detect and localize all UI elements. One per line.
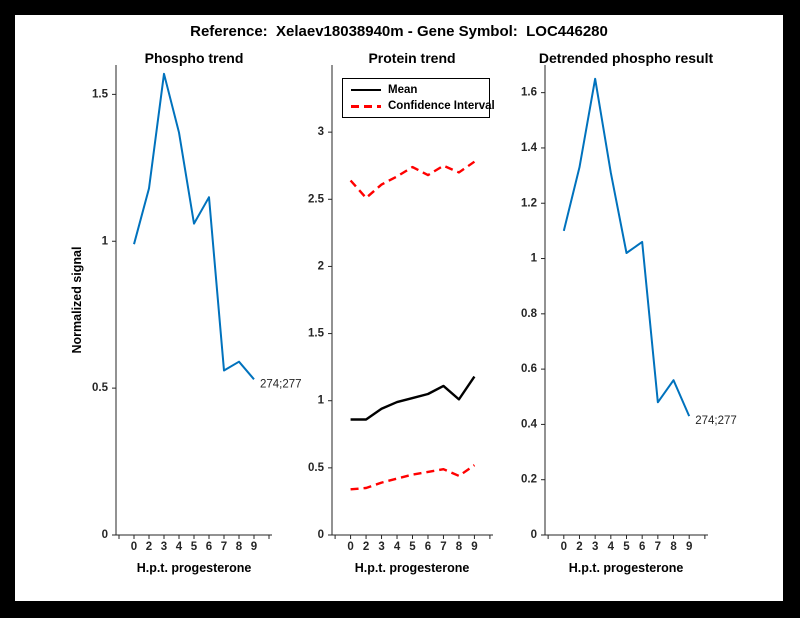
- y-tick-label: 2.5: [308, 193, 325, 205]
- y-tick-label: 0.5: [92, 382, 109, 394]
- x-tick-label: 2: [146, 541, 152, 553]
- x-tick-label: 8: [670, 541, 677, 553]
- legend-ci-label: Confidence Interval: [388, 100, 495, 112]
- series-detrended-phospho-signal: [562, 77, 691, 417]
- series-phospho-signal: [133, 72, 255, 380]
- x-tick-label: 4: [608, 541, 615, 553]
- ci-dashed-line-swatch: [351, 104, 381, 108]
- y-tick-label: 1.6: [521, 87, 537, 99]
- x-tick-label: 2: [576, 541, 582, 553]
- y-tick-label: 0.2: [521, 474, 537, 486]
- x-tick-label: 4: [176, 541, 183, 553]
- point-id-annotation: 274;277: [260, 378, 302, 390]
- plot2-xlabel: H.p.t. progesterone: [354, 561, 470, 575]
- legend-row-mean: Mean: [351, 84, 480, 96]
- x-tick-label: 3: [161, 541, 167, 553]
- y-tick-label: 3: [318, 126, 324, 138]
- x-tick-label: 6: [639, 541, 645, 553]
- x-tick-label: 0: [131, 541, 137, 553]
- plot1-title: Phospho trend: [144, 50, 244, 66]
- x-tick-label: 7: [440, 541, 446, 553]
- x-tick-label: 9: [471, 541, 477, 553]
- y-tick-label: 1.5: [308, 328, 325, 340]
- y-tick-label: 0: [531, 529, 537, 541]
- plot3-title: Detrended phospho result: [538, 50, 714, 66]
- y-tick-label: 1: [531, 253, 538, 265]
- x-tick-label: 0: [561, 541, 567, 553]
- y-tick-label: 0.8: [521, 308, 538, 320]
- x-tick-label: 7: [655, 541, 661, 553]
- y-tick-label: 1.5: [92, 88, 109, 100]
- x-tick-label: 3: [378, 541, 384, 553]
- y-tick-label: 0.4: [521, 418, 538, 430]
- plot1-xlabel: H.p.t. progesterone: [136, 561, 252, 575]
- series-confidence-interval-upper: [349, 160, 476, 200]
- x-tick-label: 2: [363, 541, 369, 553]
- plot2-title: Protein trend: [368, 50, 456, 66]
- y-tick-label: 1: [318, 395, 325, 407]
- x-tick-label: 4: [394, 541, 401, 553]
- protein-trend-chart: 0 2 3 4 5 6 7 8 900.511.522.53: [308, 65, 493, 553]
- figure-canvas: Reference: Xelaev18038940m - Gene Symbol…: [15, 15, 783, 601]
- y-tick-label: 0.5: [308, 462, 325, 474]
- x-tick-label: 5: [191, 541, 198, 553]
- legend-mean-label: Mean: [388, 84, 418, 96]
- x-tick-label: 9: [251, 541, 257, 553]
- x-tick-label: 7: [221, 541, 227, 553]
- y-tick-label: 0: [102, 529, 108, 541]
- plot3-xlabel: H.p.t. progesterone: [568, 561, 684, 575]
- x-tick-label: 0: [347, 541, 353, 553]
- legend: Mean Confidence Interval: [342, 78, 495, 118]
- y-tick-label: 0: [318, 529, 324, 541]
- figure-suptitle: Reference: Xelaev18038940m - Gene Symbol…: [190, 23, 608, 40]
- x-tick-label: 6: [425, 541, 431, 553]
- point-id-annotation: 274;277: [695, 415, 737, 427]
- mean-line-swatch: [351, 89, 381, 91]
- y-tick-label: 1.2: [521, 197, 537, 209]
- y-tick-label: 1: [102, 235, 109, 247]
- series-confidence-interval-lower: [350, 464, 476, 491]
- x-tick-label: 6: [206, 541, 212, 553]
- series-mean: [350, 375, 476, 421]
- x-tick-label: 8: [236, 541, 243, 553]
- y-tick-label: 2: [318, 260, 324, 272]
- x-tick-label: 8: [456, 541, 463, 553]
- y-tick-label: 0.6: [521, 363, 537, 375]
- x-tick-label: 5: [623, 541, 630, 553]
- y-tick-label: 1.4: [521, 142, 538, 154]
- legend-row-ci: Confidence Interval: [351, 100, 495, 112]
- x-tick-label: 9: [686, 541, 692, 553]
- x-tick-label: 3: [592, 541, 598, 553]
- x-tick-label: 5: [409, 541, 416, 553]
